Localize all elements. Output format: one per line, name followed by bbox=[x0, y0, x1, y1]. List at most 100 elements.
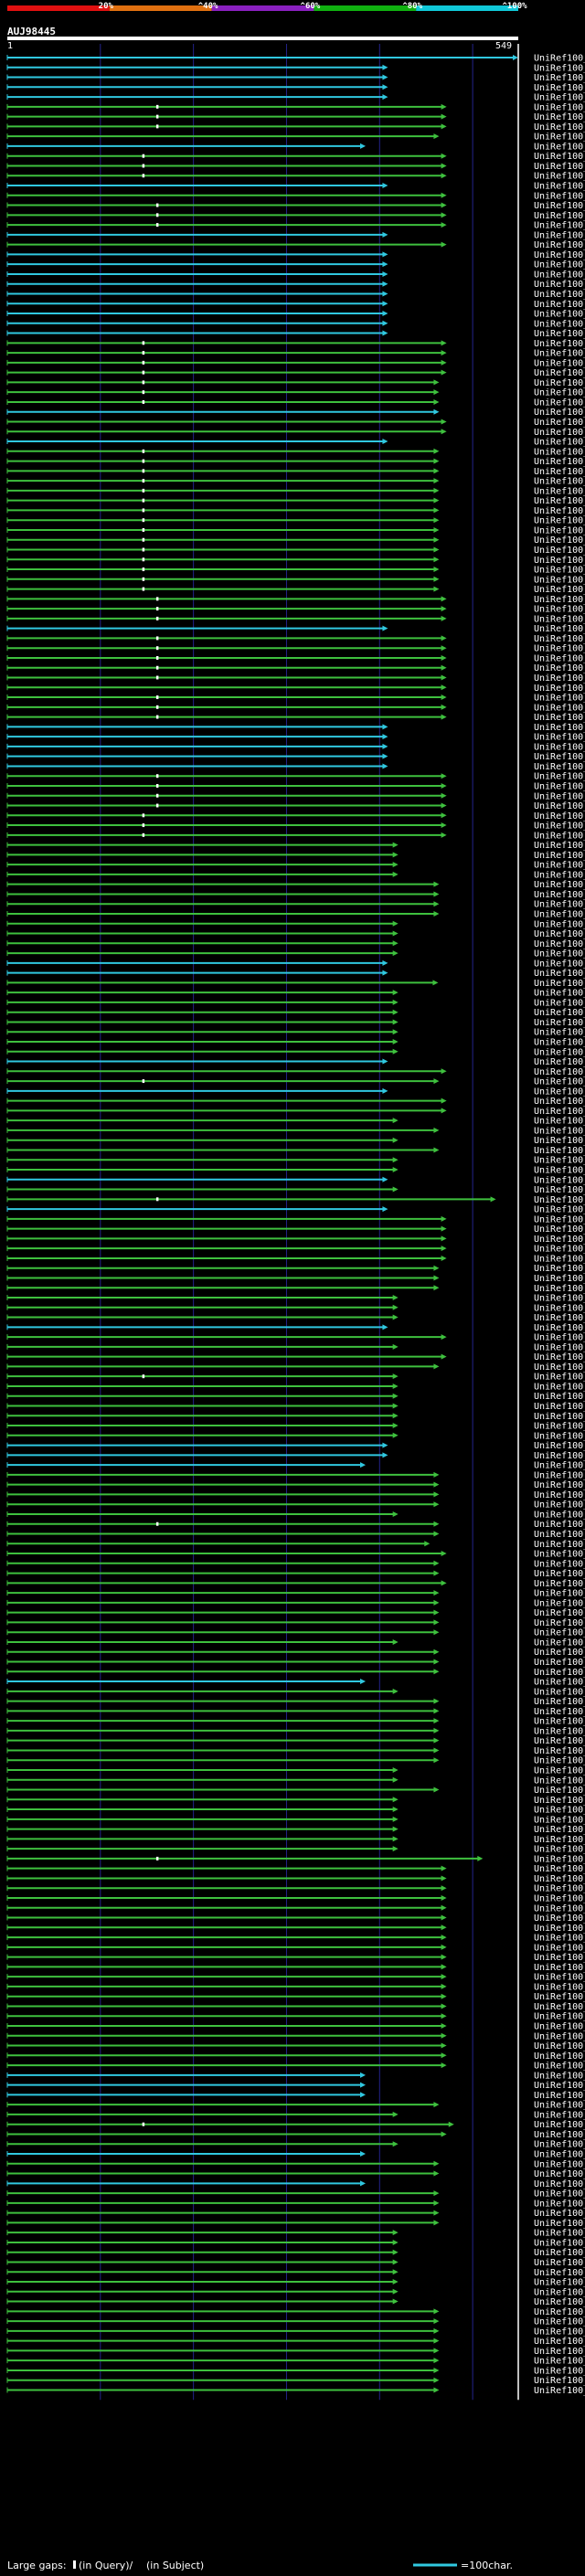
hit-label[interactable]: UniRef100_Q7PQN1 bbox=[534, 949, 585, 959]
hit-label[interactable]: UniRef100_UP1000.. bbox=[534, 694, 585, 704]
hit-label[interactable]: UniRef100_Q4SYQ1 bbox=[534, 2357, 585, 2367]
hit-label[interactable]: UniRef100_B3KR11 bbox=[534, 1765, 585, 1776]
hit-label[interactable]: UniRef100_Q9DEU0 bbox=[534, 260, 585, 270]
hit-label[interactable]: UniRef100_UP1000.. bbox=[534, 358, 585, 368]
hit-label[interactable]: UniRef100_Q9DEY3 bbox=[534, 250, 585, 260]
hit-label[interactable]: UniRef100_B3KH64 bbox=[534, 1018, 585, 1028]
hit-label[interactable]: UniRef100_Q16N74 bbox=[534, 408, 585, 418]
hit-label[interactable]: UniRef100_A6Q4D1 bbox=[534, 142, 585, 152]
hit-label[interactable]: UniRef100_UP1000.. bbox=[534, 2347, 585, 2357]
hit-label[interactable]: UniRef100_A4R0L0 bbox=[534, 63, 585, 73]
hit-label[interactable]: UniRef100_P25489 bbox=[534, 1067, 585, 1077]
hit-label[interactable]: UniRef100_UP1000.. bbox=[534, 2130, 585, 2140]
hit-label[interactable]: UniRef100_UP1000.. bbox=[534, 890, 585, 900]
hit-label[interactable]: UniRef100_Q4L856 bbox=[534, 73, 585, 83]
hit-label[interactable]: UniRef100_UP1000.. bbox=[534, 1893, 585, 1903]
hit-label[interactable]: UniRef100_UP1000.. bbox=[534, 1107, 585, 1117]
hit-label[interactable]: UniRef100_A9Z5L2 bbox=[534, 575, 585, 585]
hit-label[interactable]: UniRef100_UP1000.. bbox=[534, 230, 585, 240]
hit-label[interactable]: UniRef100_UP1000.. bbox=[534, 2169, 585, 2179]
hit-label[interactable]: UniRef100_Q4RMK4 bbox=[534, 566, 585, 576]
hit-label[interactable]: UniRef100_B7Z1V1 bbox=[534, 496, 585, 506]
hit-label[interactable]: UniRef100_B8JXS7 bbox=[534, 319, 585, 329]
hit-label[interactable]: UniRef100_Q7ZVR5 bbox=[534, 1205, 585, 1215]
hit-label[interactable]: UniRef100_P13607-7 bbox=[534, 112, 585, 122]
hit-label[interactable]: UniRef100_Q8C8D9 bbox=[534, 1943, 585, 1953]
hit-label[interactable]: UniRef100_A4QET1 bbox=[534, 979, 585, 989]
hit-label[interactable]: UniRef100_Q8R349 bbox=[534, 929, 585, 939]
hit-label[interactable]: UniRef100_Q7T2D6 bbox=[534, 280, 585, 290]
hit-label[interactable]: UniRef100_UP1000.. bbox=[534, 1352, 585, 1362]
hit-label[interactable]: UniRef100_B1AKZ1 bbox=[534, 2258, 585, 2268]
hit-label[interactable]: UniRef100_Q6P1V0 bbox=[534, 1520, 585, 1530]
hit-label[interactable]: UniRef100_P1HRX7 bbox=[534, 684, 585, 694]
hit-label[interactable]: UniRef100_UP1000.. bbox=[534, 438, 585, 448]
hit-label[interactable]: UniRef100_Q43NA8 bbox=[534, 2179, 585, 2189]
hit-label[interactable]: UniRef100_Q9XWE7 bbox=[534, 1382, 585, 1392]
hit-label[interactable]: UniRef100_Q1J733 bbox=[534, 2278, 585, 2288]
hit-label[interactable]: UniRef100_B4JRY9 bbox=[534, 801, 585, 811]
hit-label[interactable]: UniRef100_Q5GV60 bbox=[534, 162, 585, 172]
hit-label[interactable]: UniRef100_UP1000.. bbox=[534, 1796, 585, 1806]
hit-label[interactable]: UniRef100_A5DRF3 bbox=[534, 1598, 585, 1608]
hit-label[interactable]: UniRef100_Q4Z2M5 bbox=[534, 1284, 585, 1294]
hit-label[interactable]: UniRef100_B4KBH7 bbox=[534, 791, 585, 801]
hit-label[interactable]: UniRef100_B3KNQ8 bbox=[534, 2031, 585, 2041]
hit-label[interactable]: UniRef100_B4N636 bbox=[534, 781, 585, 791]
hit-label[interactable]: UniRef100_Q92030 bbox=[534, 418, 585, 428]
hit-label[interactable]: UniRef100_Q9DE03 bbox=[534, 1136, 585, 1146]
hit-label[interactable]: UniRef100_B7Z2V4 bbox=[534, 1963, 585, 1973]
hit-label[interactable]: UniRef100_P49525 bbox=[534, 1333, 585, 1343]
hit-label[interactable]: UniRef100_Q0S0X5 bbox=[534, 83, 585, 93]
hit-label[interactable]: UniRef100_Q9DEU1 bbox=[534, 152, 585, 162]
hit-label[interactable]: UniRef100_Q6P1S7 bbox=[534, 1697, 585, 1707]
hit-label[interactable]: UniRef100_UP1000.. bbox=[534, 428, 585, 438]
hit-label[interactable]: UniRef100_P48039 bbox=[534, 1756, 585, 1766]
hit-label[interactable]: UniRef100_UP1000.. bbox=[534, 861, 585, 871]
hit-label[interactable]: UniRef100_Q6P1I6 bbox=[534, 2041, 585, 2051]
hit-label[interactable]: UniRef100_Q5W4T1 bbox=[534, 1294, 585, 1304]
hit-label[interactable]: UniRef100_Q6VYM7 bbox=[534, 1402, 585, 1412]
hit-label[interactable]: UniRef100_A9X015 bbox=[534, 2287, 585, 2297]
hit-label[interactable]: UniRef100_B7Z2T5 bbox=[534, 653, 585, 663]
hit-label[interactable]: UniRef100_Q5U7B7 bbox=[534, 1736, 585, 1746]
hit-label[interactable]: UniRef100_Q9UN81 bbox=[534, 909, 585, 919]
hit-label[interactable]: UniRef100_UP1000.. bbox=[534, 1500, 585, 1511]
hit-label[interactable]: UniRef100_UP1000.. bbox=[534, 1638, 585, 1648]
hit-label[interactable]: UniRef100_Q9DGL6 bbox=[534, 525, 585, 535]
hit-label[interactable]: UniRef100_Q6ZQ49 bbox=[534, 939, 585, 949]
hit-label[interactable]: UniRef100_B3S107 bbox=[534, 477, 585, 487]
hit-label[interactable]: UniRef100_UP1000.. bbox=[534, 447, 585, 457]
hit-label[interactable]: UniRef100_UP1000.. bbox=[534, 2199, 585, 2209]
hit-label[interactable]: UniRef100_P06685 bbox=[534, 1786, 585, 1796]
hit-label[interactable]: UniRef100_Q6PH63 bbox=[534, 1510, 585, 1520]
hit-label[interactable]: UniRef100_UP1000.. bbox=[534, 1274, 585, 1284]
hit-label[interactable]: UniRef100_Q9DER7 bbox=[534, 831, 585, 841]
hit-label[interactable]: UniRef100_Q8R3M4 bbox=[534, 1806, 585, 1816]
hit-label[interactable]: UniRef100_UP1000.. bbox=[534, 240, 585, 250]
hit-label[interactable]: UniRef100_UP1000.. bbox=[534, 1874, 585, 1884]
hit-label[interactable]: UniRef100_UP1000.. bbox=[534, 1854, 585, 1864]
hit-label[interactable]: UniRef100_A6Q1A0 bbox=[534, 133, 585, 143]
hit-label[interactable]: UniRef100_B3P304 bbox=[534, 634, 585, 644]
hit-label[interactable]: UniRef100_P28774 bbox=[534, 1461, 585, 1471]
hit-label[interactable]: UniRef100_B4JXN2 bbox=[534, 614, 585, 624]
hit-label[interactable]: UniRef100_B7ZXA1 bbox=[534, 742, 585, 752]
hit-label[interactable]: UniRef100_B8UX59 bbox=[534, 1166, 585, 1176]
hit-label[interactable]: UniRef100_B1H2M4 bbox=[534, 1717, 585, 1727]
hit-label[interactable]: UniRef100_P24797 bbox=[534, 1776, 585, 1786]
hit-label[interactable]: UniRef100_B4DRW5 bbox=[534, 989, 585, 999]
hit-label[interactable]: UniRef100_UP1000.. bbox=[534, 1235, 585, 1245]
hit-label[interactable]: UniRef100_A6RUN9 bbox=[534, 1707, 585, 1717]
hit-label[interactable]: UniRef100_Q16N76 bbox=[534, 752, 585, 762]
hit-label[interactable]: UniRef100_B3KN93 bbox=[534, 1008, 585, 1018]
hit-label[interactable]: UniRef100_UP1000.. bbox=[534, 900, 585, 910]
hit-label[interactable]: UniRef100_B7Z3U6 bbox=[534, 467, 585, 477]
hit-label[interactable]: UniRef100_B4NBR3 bbox=[534, 772, 585, 782]
hit-label[interactable]: UniRef100_UP1000.. bbox=[534, 2327, 585, 2337]
hit-label[interactable]: UniRef100_UP1000.. bbox=[534, 2062, 585, 2072]
hit-label[interactable]: UniRef100_A6UN76 bbox=[534, 811, 585, 822]
hit-label[interactable]: UniRef100_Q5U3J4 bbox=[534, 1146, 585, 1156]
hit-label[interactable]: UniRef100_B0S5D5 bbox=[534, 1726, 585, 1736]
hit-label[interactable]: UniRef100_P05023 bbox=[534, 516, 585, 526]
